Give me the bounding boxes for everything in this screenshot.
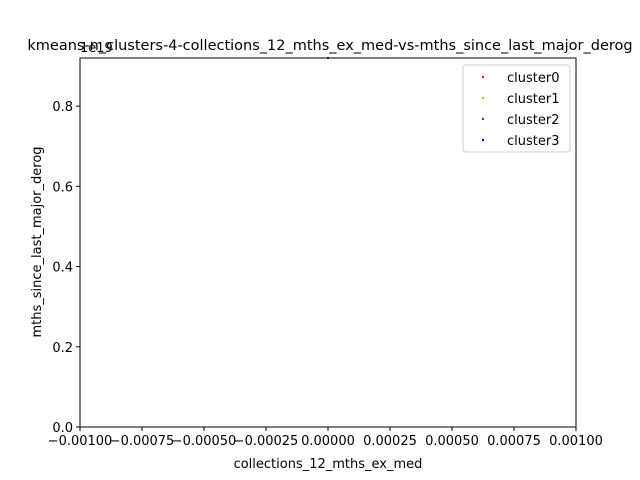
x-tick-label: −0.00100	[48, 434, 113, 449]
legend-marker-cluster2	[481, 117, 485, 121]
x-tick-label: −0.00075	[110, 434, 175, 449]
chart-title: kmeans-n_clusters-4-collections_12_mths_…	[27, 38, 632, 54]
legend-label-cluster1: cluster1	[507, 92, 559, 107]
y-axis-label: mths_since_last_major_derog	[30, 146, 45, 337]
plot-area: −0.00100−0.00075−0.00050−0.00025 0.00000 0…	[48, 56, 603, 449]
legend: cluster0 cluster1 cluster2 cluster3	[462, 64, 571, 153]
x-tick-label: 0.00075	[487, 434, 541, 449]
x-tick-label: −0.00025	[234, 434, 299, 449]
y-axis-offset-text: 1e19	[80, 41, 113, 56]
x-tick-label: 0.00050	[425, 434, 479, 449]
legend-label-cluster3: cluster3	[507, 134, 559, 149]
legend-marker-cluster3	[481, 138, 485, 142]
y-tick-label: 0.0	[52, 421, 73, 436]
y-tick-label: 0.4	[52, 261, 73, 276]
legend-label-cluster2: cluster2	[507, 113, 559, 128]
legend-label-cluster0: cluster0	[507, 71, 559, 86]
x-tick-label: 0.00100	[549, 434, 603, 449]
x-axis-label: collections_12_mths_ex_med	[234, 457, 423, 472]
x-tick-label: 0.00000	[301, 434, 355, 449]
y-tick-label: 0.8	[52, 100, 73, 115]
y-tick-label: 0.6	[52, 180, 73, 195]
x-tick-label: −0.00050	[172, 434, 237, 449]
legend-box	[462, 64, 571, 153]
data-point-cluster3	[326, 56, 330, 60]
y-tick-label: 0.2	[52, 341, 73, 356]
legend-marker-cluster1	[481, 96, 485, 100]
legend-marker-cluster0	[481, 75, 485, 79]
x-tick-label: 0.00025	[363, 434, 417, 449]
